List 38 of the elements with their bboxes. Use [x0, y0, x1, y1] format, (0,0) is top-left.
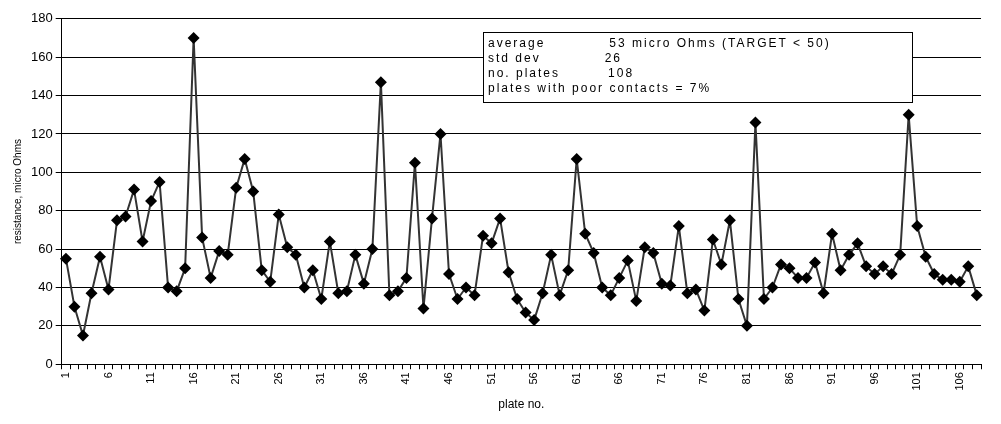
x-tick-label: 76 — [697, 372, 710, 385]
annotation: average 53 micro Ohms (TARGET < 50) — [488, 36, 832, 51]
annotation: no. plates 108 — [488, 66, 636, 81]
x-tick-label: 71 — [654, 372, 667, 385]
x-tick-label: 106 — [952, 372, 965, 391]
x-tick-label: 86 — [782, 372, 795, 385]
x-tick-label: 91 — [825, 372, 838, 385]
annotation: std dev 26 — [488, 51, 624, 66]
x-tick-label: 61 — [569, 372, 582, 385]
x-tick-label: 51 — [484, 372, 497, 385]
y-axis-title: resistance, micro Ohms — [11, 139, 23, 245]
y-tick-label: 20 — [38, 317, 53, 333]
y-tick-label: 0 — [45, 355, 53, 371]
x-tick-label: 31 — [314, 372, 327, 385]
x-tick-label: 81 — [739, 372, 752, 385]
x-tick-label: 56 — [527, 372, 540, 385]
y-tick-label: 140 — [30, 87, 53, 103]
x-tick-label: 101 — [910, 372, 923, 391]
annotation: plates with poor contacts = 7% — [488, 81, 713, 96]
x-axis-title: plate no. — [498, 397, 545, 412]
x-tick-label: 1 — [58, 372, 71, 379]
x-tick-label: 6 — [101, 372, 114, 379]
x-tick-label: 16 — [186, 372, 199, 385]
x-tick-label: 21 — [229, 372, 242, 385]
x-tick-label: 36 — [356, 372, 369, 385]
x-tick-label: 46 — [442, 372, 455, 385]
x-tick-label: 41 — [399, 372, 412, 385]
x-tick-label: 96 — [867, 372, 880, 385]
y-tick-label: 120 — [30, 125, 53, 141]
y-tick-label: 80 — [38, 202, 53, 218]
y-tick-label: 180 — [30, 10, 53, 26]
x-tick-label: 26 — [271, 372, 284, 385]
y-tick-label: 60 — [38, 240, 53, 256]
y-tick-label: 40 — [38, 279, 53, 295]
y-tick-label: 160 — [30, 48, 53, 64]
y-tick-label: 100 — [30, 163, 53, 179]
x-tick-label: 66 — [612, 372, 625, 385]
x-tick-label: 11 — [144, 372, 157, 384]
